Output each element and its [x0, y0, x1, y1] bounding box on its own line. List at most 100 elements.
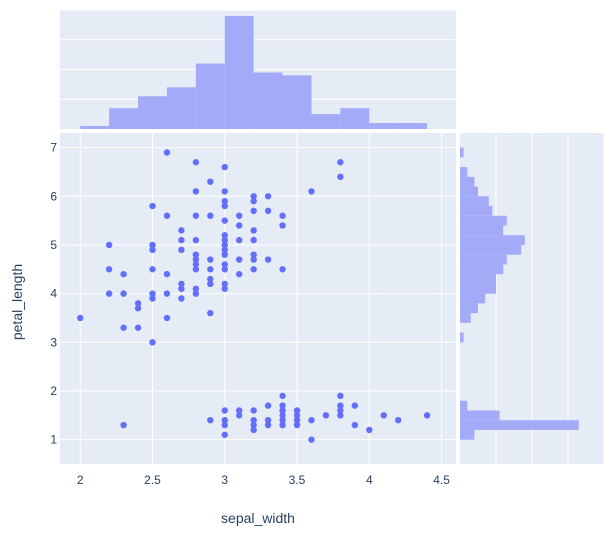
- scatter-point: [221, 246, 228, 254]
- scatter-point: [250, 227, 257, 234]
- scatter-point: [337, 407, 344, 414]
- scatter-point: [337, 402, 344, 409]
- scatter-point: [134, 300, 142, 307]
- x-tick-label: 4.5: [433, 473, 450, 487]
- scatter-point: [207, 416, 214, 424]
- scatter-point: [250, 251, 257, 258]
- right-histogram-gridlines: [495, 133, 604, 464]
- scatter-point: [149, 266, 156, 273]
- scatter-point: [264, 416, 272, 424]
- scatter-point: [366, 426, 373, 434]
- scatter-point: [149, 295, 156, 302]
- scatter-point: [221, 266, 228, 273]
- scatter-point: [250, 236, 257, 244]
- scatter-point: [236, 407, 243, 414]
- y-axis-title: petal_length: [9, 264, 25, 340]
- scatter-point: [207, 256, 214, 263]
- right-histogram-bar: [460, 206, 493, 216]
- top-histogram-bar: [311, 114, 341, 129]
- top-histogram-bar: [224, 15, 254, 130]
- top-histogram-bar: [398, 123, 428, 129]
- right-histogram-bar: [460, 196, 489, 207]
- scatter-point: [279, 402, 286, 409]
- scatter-point: [250, 193, 257, 200]
- scatter-point: [120, 290, 127, 297]
- scatter-point: [337, 412, 344, 419]
- scatter-point: [221, 241, 228, 249]
- scatter-point: [293, 416, 301, 424]
- scatter-point: [337, 173, 344, 181]
- scatter-point: [120, 324, 127, 331]
- scatter-point: [337, 392, 344, 400]
- scatter-point: [308, 416, 315, 424]
- scatter-point: [134, 324, 142, 331]
- x-tick-label: 3.5: [289, 473, 306, 487]
- scatter-point: [250, 407, 257, 414]
- scatter-point: [236, 212, 243, 219]
- scatter-point: [351, 402, 359, 409]
- scatter-point: [279, 392, 286, 400]
- scatter-point: [279, 266, 286, 273]
- scatter-point: [264, 193, 272, 200]
- y-axis-ticks: 1 2 3 4 5 6 7: [50, 141, 57, 447]
- scatter-point: [264, 421, 272, 429]
- scatter-point: [293, 412, 301, 419]
- top-histogram-bar: [282, 75, 312, 129]
- scatter-point: [134, 305, 142, 312]
- scatter-point: [221, 188, 228, 195]
- scatter-point: [236, 222, 243, 229]
- right-histogram-bar: [460, 293, 486, 304]
- x-tick-label: 3: [221, 473, 228, 487]
- right-histogram-bar: [460, 254, 507, 265]
- scatter-point: [192, 212, 200, 219]
- right-histogram-bar: [460, 225, 504, 236]
- scatter-point: [221, 261, 228, 268]
- y-tick-label: 2: [50, 384, 57, 398]
- scatter-point: [105, 266, 113, 273]
- main-gridlines: [60, 133, 456, 464]
- y-tick-label: 7: [50, 141, 57, 155]
- y-tick-label: 6: [50, 189, 57, 203]
- right-histogram-bar: [460, 235, 525, 245]
- top-histogram-bar: [195, 63, 225, 129]
- scatter-point: [250, 197, 257, 205]
- scatter-point: [221, 236, 228, 244]
- scatter-point: [207, 178, 214, 185]
- scatter-point: [192, 251, 200, 258]
- scatter-point: [192, 266, 200, 273]
- right-histogram-bar: [460, 147, 464, 158]
- scatter-point: [221, 197, 228, 205]
- scatter-point: [149, 246, 156, 254]
- scatter-point: [163, 270, 171, 278]
- top-histogram-bars: [80, 15, 428, 130]
- scatter-point: [279, 222, 286, 229]
- scatter-point: [264, 207, 272, 215]
- scatter-points: [77, 149, 431, 443]
- scatter-point: [250, 207, 257, 215]
- scatter-point: [178, 295, 185, 302]
- top-histogram-bar: [253, 72, 283, 129]
- scatter-point: [221, 285, 228, 292]
- right-histogram-bar: [460, 167, 468, 177]
- scatter-point: [308, 188, 315, 195]
- scatter-point: [149, 202, 156, 210]
- right-histogram-bar: [460, 176, 475, 187]
- top-histogram-bar: [166, 87, 196, 129]
- scatter-point: [120, 421, 127, 429]
- top-histogram-bar: [369, 123, 399, 129]
- scatter-point: [207, 309, 214, 317]
- scatter-point: [221, 217, 228, 224]
- right-histogram-bar: [460, 410, 500, 421]
- right-histogram-bar: [460, 303, 478, 314]
- scatter-point: [192, 261, 200, 268]
- scatter-point: [236, 256, 243, 263]
- scatter-point: [178, 285, 185, 292]
- scatter-point: [351, 421, 359, 429]
- scatter-point: [163, 149, 171, 156]
- scatter-point: [105, 241, 113, 249]
- scatter-point: [279, 416, 286, 424]
- y-tick-label: 4: [50, 287, 57, 301]
- scatter-point: [149, 290, 156, 297]
- right-histogram-bar: [460, 244, 522, 255]
- scatter-point: [250, 266, 257, 273]
